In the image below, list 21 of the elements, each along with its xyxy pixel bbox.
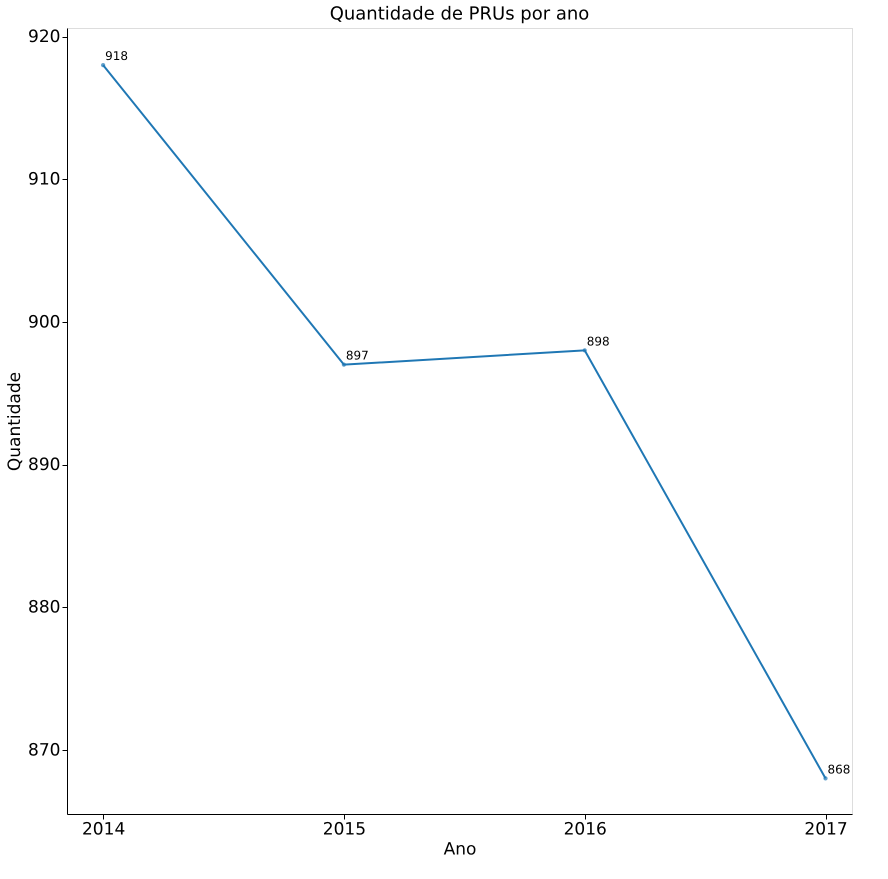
data-label: 868	[828, 762, 850, 776]
x-tick-label: 2017	[804, 820, 848, 840]
y-axis-title: Quantidade	[5, 372, 26, 472]
point	[101, 62, 106, 68]
y-tick-label: 890	[28, 455, 60, 476]
y-tick-label: 880	[28, 598, 60, 618]
data-label: 898	[586, 334, 610, 348]
y-tick-label: 920	[28, 27, 60, 48]
y-tick-label: 900	[28, 312, 60, 332]
point	[823, 776, 828, 780]
point	[342, 362, 346, 367]
x-tick-label: 2016	[564, 820, 607, 840]
y-tick-label: 870	[28, 740, 60, 760]
data-label: 897	[346, 348, 369, 363]
x-axis-title: Ano	[444, 840, 476, 860]
x-tick-label: 2014	[82, 820, 126, 840]
chart-title: Quantidade de PRUs por ano	[330, 4, 590, 25]
y-tick-label: 910	[28, 170, 60, 190]
data-label: 918	[105, 49, 128, 64]
point	[582, 348, 587, 353]
x-tick-label: 2015	[322, 820, 366, 840]
